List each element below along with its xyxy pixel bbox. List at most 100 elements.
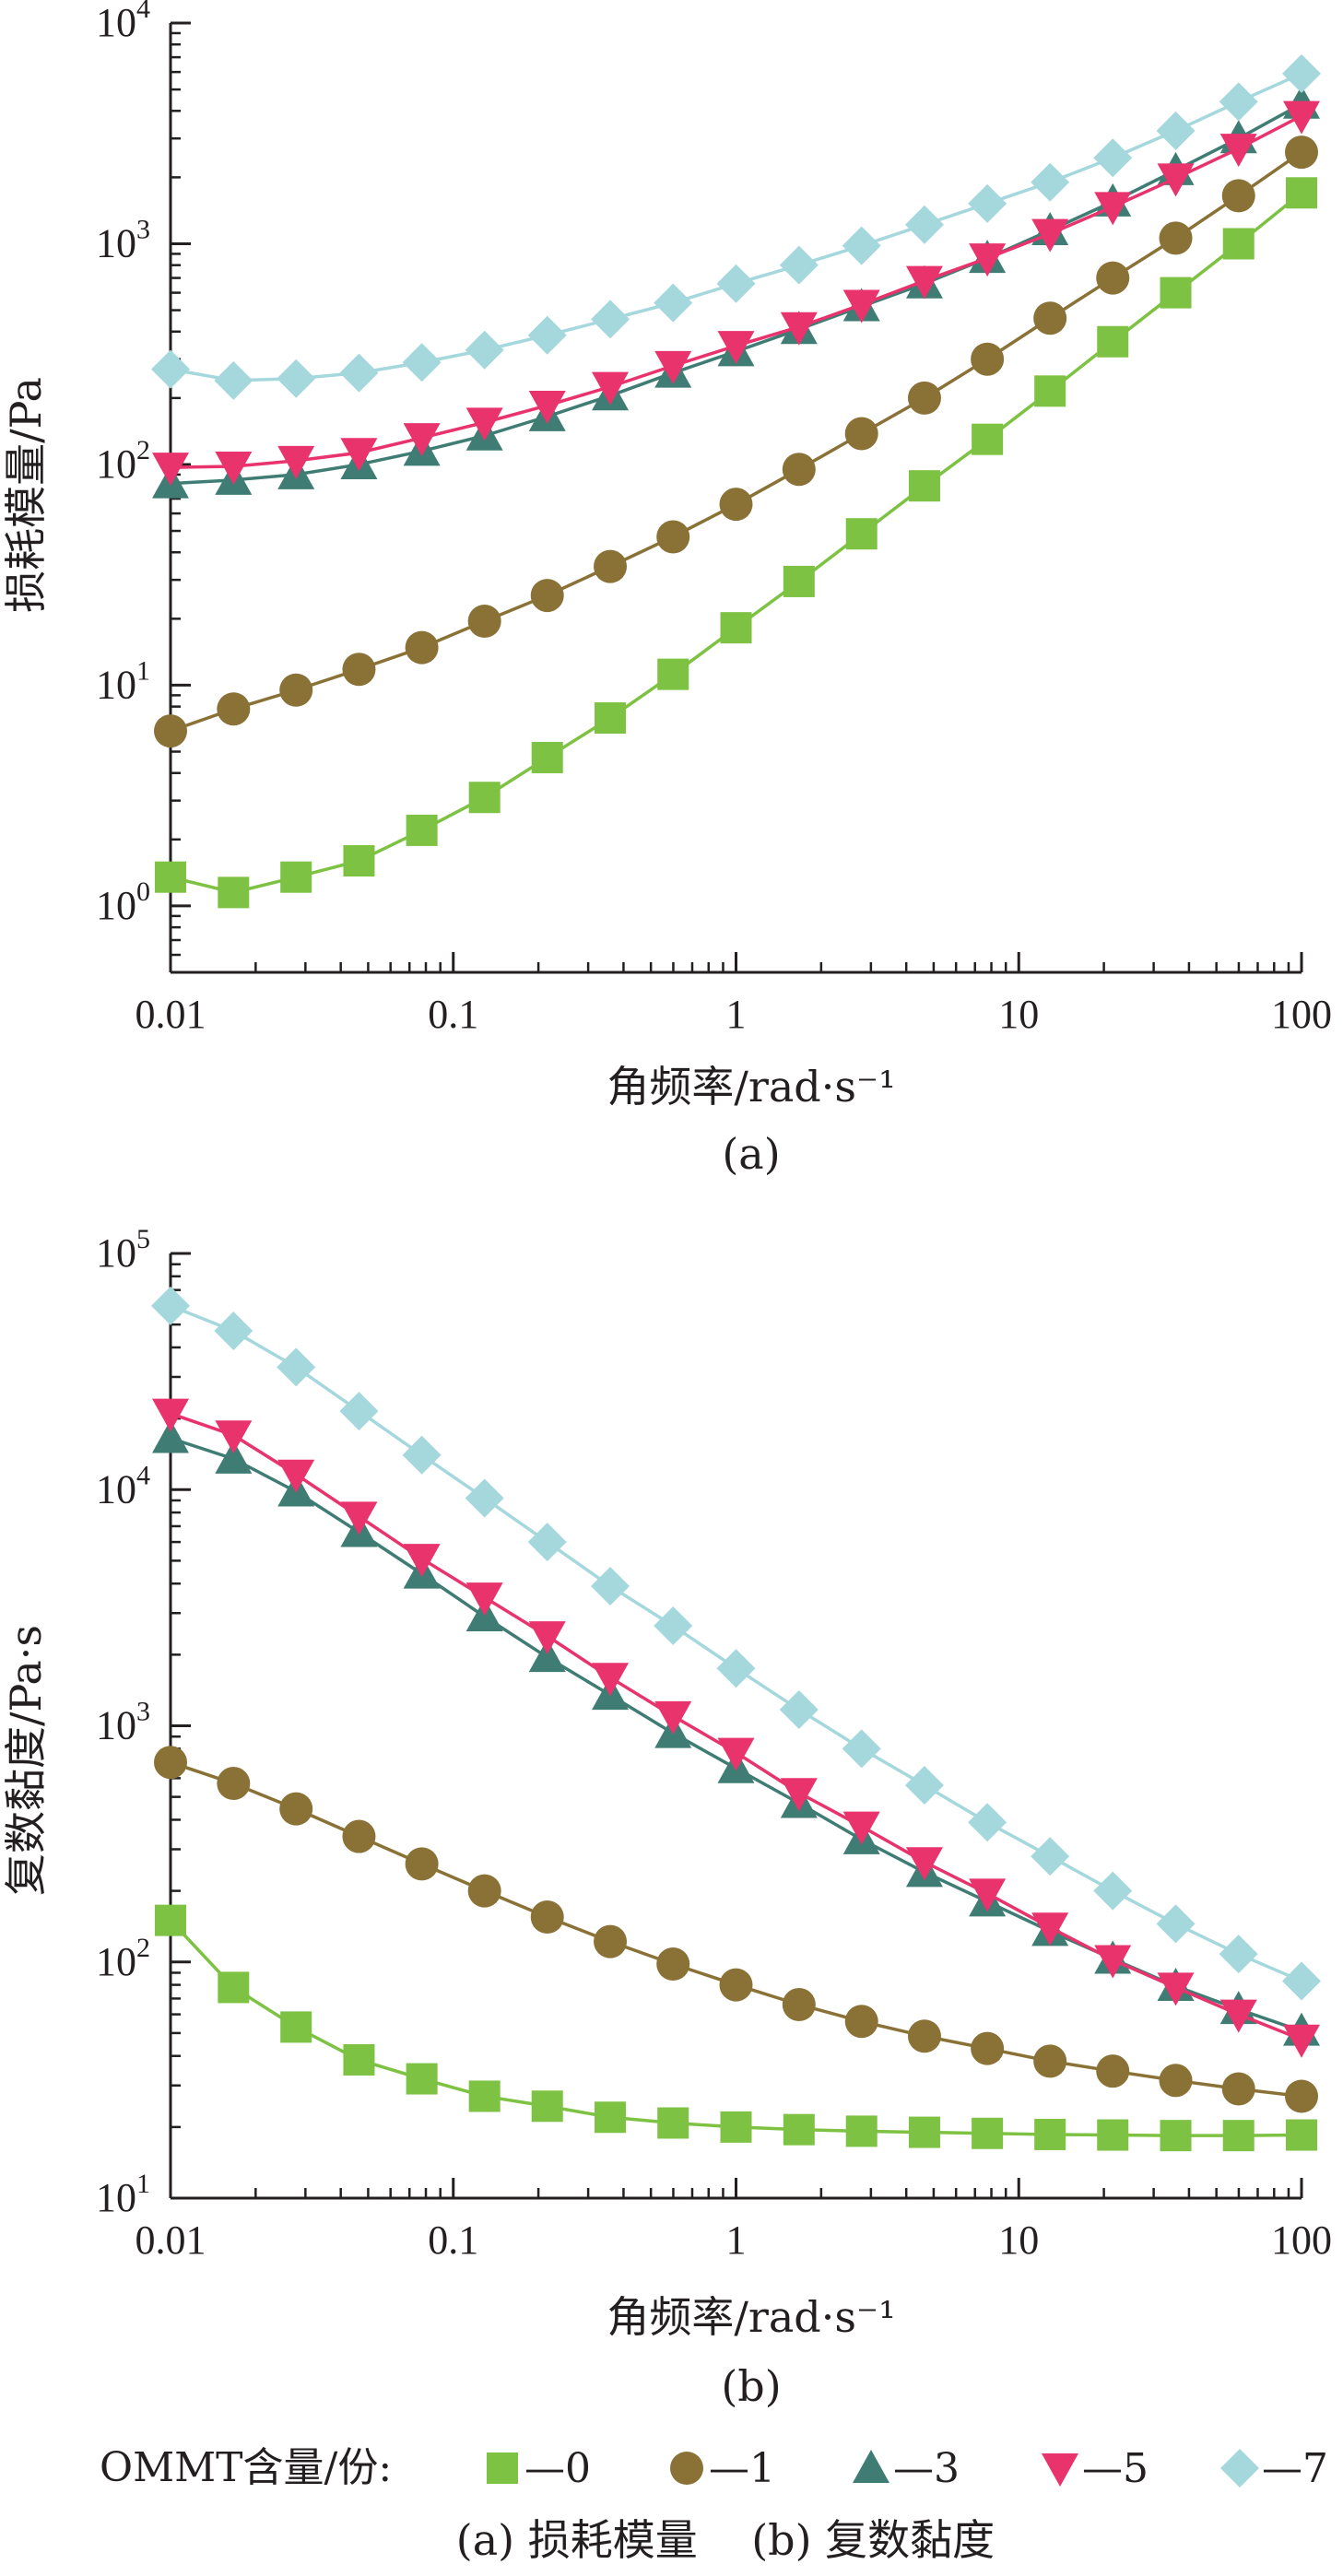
loss-modulus-plot-area: 0.01 0.1 1 10 100 100 101 102 103 104 — [96, 0, 1332, 1037]
complex-viscosity-series-0-point — [1097, 2119, 1129, 2151]
loss-modulus-series-1-point — [217, 692, 251, 726]
complex-viscosity-series-5-point — [1157, 1972, 1195, 2006]
complex-viscosity-x-tick-label: 0.1 — [428, 2217, 478, 2263]
complex-viscosity-series-1-point — [719, 1968, 753, 2002]
legend-label-0: —0 — [524, 2445, 591, 2492]
complex-viscosity-series-7-point — [1093, 1871, 1133, 1911]
loss-modulus-series-5-point — [340, 438, 378, 472]
loss-modulus-x-tick-label: 0.01 — [135, 992, 206, 1037]
complex-viscosity-series-5-point — [1094, 1945, 1132, 1979]
loss-modulus-series-1-point — [279, 673, 313, 707]
complex-viscosity-x-tick-label: 100 — [1271, 2217, 1332, 2263]
loss-modulus-series-1-point — [1159, 221, 1193, 255]
complex-viscosity-series-0-point — [908, 2116, 940, 2148]
complex-viscosity-series-5-point — [277, 1459, 315, 1493]
loss-modulus-series-7-point — [1031, 162, 1070, 202]
loss-modulus-series-5-point — [1219, 134, 1257, 168]
loss-modulus-y-tick-label: 103 — [96, 214, 150, 265]
loss-modulus-series-5-point — [1157, 163, 1195, 197]
complex-viscosity-series-1-point — [656, 1947, 690, 1981]
complex-viscosity-series-1-point — [907, 2019, 941, 2053]
loss-modulus-series-5-point — [717, 331, 755, 365]
complex-viscosity-series-1-point — [154, 1746, 187, 1780]
complex-viscosity-series-3-point — [215, 1440, 253, 1474]
complex-viscosity-series-1-point — [782, 1987, 816, 2021]
complex-viscosity-series-1-point — [1159, 2064, 1193, 2098]
complex-viscosity-series-1-point — [405, 1847, 439, 1881]
loss-modulus-series-1-point — [154, 714, 187, 748]
complex-viscosity-x-axis-title: 角频率/rad·s⁻¹ — [607, 2292, 895, 2342]
complex-viscosity-series-0-point — [406, 2063, 438, 2095]
complex-viscosity-series-3-point — [152, 1419, 189, 1453]
legend-label-5: —5 — [1082, 2445, 1149, 2492]
complex-viscosity-series-7-line — [170, 1304, 1302, 1983]
loss-modulus-x-tick-label: 100 — [1271, 992, 1332, 1037]
complex-viscosity-y-tick-label: 105 — [96, 1224, 150, 1276]
loss-modulus-series-5-point — [1283, 100, 1320, 135]
panel-b-caption: (b) — [721, 2361, 781, 2411]
loss-modulus-series-0-point — [845, 518, 878, 550]
loss-modulus-series-1-point — [782, 453, 816, 487]
complex-viscosity-series-3-point — [528, 1639, 566, 1673]
loss-modulus-series-0-point — [908, 470, 940, 502]
complex-viscosity-series-1-point — [467, 1874, 501, 1908]
loss-modulus-chart: 0.01 0.1 1 10 100 100 101 102 103 104 角频率/rad·s⁻¹… — [1, 0, 1332, 1179]
loss-modulus-series-5-point — [215, 452, 253, 486]
complex-viscosity-chart: 0.01 0.1 1 10 100 101 102 103 104 105 角频率/rad·s⁻¹… — [1, 1224, 1332, 2411]
loss-modulus-series-7-point — [1219, 82, 1258, 122]
loss-modulus-series-1-point — [1033, 301, 1067, 335]
complex-viscosity-series-5-point — [403, 1544, 441, 1578]
complex-viscosity-series-7-point — [339, 1392, 379, 1431]
complex-viscosity-series-0-point — [343, 2043, 375, 2076]
loss-modulus-series-7-point — [716, 264, 756, 303]
loss-modulus-series-7-point — [654, 283, 693, 323]
complex-viscosity-x-tick-label: 0.01 — [135, 2217, 206, 2263]
complex-viscosity-series-5-point — [340, 1501, 378, 1535]
loss-modulus-series-7-point — [904, 205, 944, 244]
loss-modulus-series-0-point — [657, 658, 689, 690]
loss-modulus-series-0-point — [468, 782, 501, 814]
complex-viscosity-series-7-point — [1219, 1935, 1258, 1974]
complex-viscosity-x-tick-label: 10 — [998, 2217, 1039, 2263]
loss-modulus-series-7-point — [1156, 111, 1196, 150]
complex-viscosity-series-7-point — [151, 1286, 190, 1325]
legend-label-1: —1 — [709, 2445, 775, 2492]
complex-viscosity-series-1-point — [844, 2005, 878, 2039]
loss-modulus-series-1-point — [467, 604, 501, 638]
loss-modulus-series-0-point — [1097, 325, 1129, 358]
complex-viscosity-series-0-point — [1286, 2119, 1317, 2151]
loss-modulus-series-1-point — [405, 630, 439, 665]
loss-modulus-series-5-point — [654, 350, 692, 384]
complex-viscosity-series-7-point — [591, 1567, 630, 1606]
loss-modulus-series-1-point — [342, 653, 376, 687]
loss-modulus-y-axis-title: 损耗模量/Pa — [1, 377, 51, 613]
complex-viscosity-series-0-point — [280, 2011, 312, 2043]
loss-modulus-series-0-point — [972, 423, 1004, 455]
loss-modulus-series-0-point — [406, 814, 438, 846]
complex-viscosity-series-1-point — [1096, 2054, 1130, 2088]
loss-modulus-y-tick-label: 100 — [96, 876, 150, 928]
loss-modulus-series-5-point — [528, 390, 566, 424]
loss-modulus-series-7-point — [1093, 138, 1133, 178]
loss-modulus-series-7-point — [465, 330, 504, 370]
complex-viscosity-series-0-line — [169, 1919, 1302, 2137]
complex-viscosity-series-1-point — [1221, 2072, 1255, 2106]
loss-modulus-series-0-point — [343, 845, 375, 877]
loss-modulus-series-5-point — [152, 453, 189, 487]
loss-modulus-series-7-point — [779, 245, 819, 285]
loss-modulus-series-7-point — [968, 183, 1007, 223]
complex-viscosity-series-5-point — [592, 1663, 630, 1697]
loss-modulus-series-0-point — [280, 861, 312, 893]
complex-viscosity-series-7-point — [654, 1606, 693, 1646]
legend-marker-0 — [487, 2452, 518, 2484]
loss-modulus-x-tick-label: 1 — [726, 992, 747, 1037]
loss-modulus-series-0-point — [218, 876, 250, 909]
complex-viscosity-series-0-point — [1034, 2118, 1066, 2150]
loss-modulus-series-7-point — [591, 300, 630, 339]
complex-viscosity-series-5-point — [717, 1737, 755, 1771]
loss-modulus-series-0-point — [595, 702, 627, 735]
loss-modulus-series-1-point — [719, 488, 753, 522]
complex-viscosity-series-5-point — [215, 1420, 253, 1454]
complex-viscosity-series-5-point — [905, 1847, 943, 1881]
loss-modulus-x-tick-label: 10 — [998, 992, 1039, 1037]
